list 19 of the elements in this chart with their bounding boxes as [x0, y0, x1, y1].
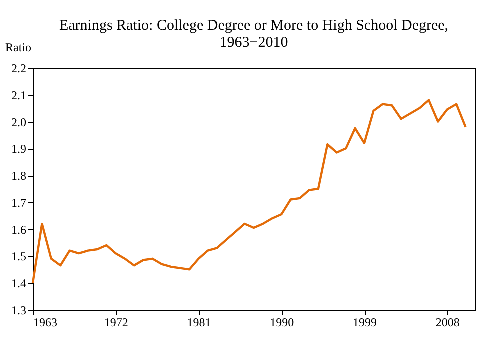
y-tick-label: 1.8	[12, 169, 26, 184]
chart-title: Earnings Ratio: College Degree or More to High School Degree, 1963−2010	[59, 18, 449, 51]
y-tick-label: 2.1	[12, 88, 26, 102]
line-series	[32, 99, 467, 284]
y-tick-label: 2.2	[12, 62, 26, 76]
x-tick-label: 2008	[436, 316, 460, 330]
x-tick-label: 1963	[34, 316, 58, 330]
x-tick-label: 1981	[187, 316, 212, 330]
y-tick-label: 1.3	[12, 304, 26, 318]
x-tick-label: 1999	[353, 316, 377, 330]
y-tick-label: 1.6	[12, 222, 26, 237]
y-tick-label: 1.9	[12, 142, 26, 156]
y-tick-label: 1.7	[12, 196, 26, 210]
x-tick-label: 1990	[270, 316, 294, 330]
x-tick-label: 1972	[104, 316, 128, 330]
y-axis-title: Ratio	[6, 40, 32, 54]
y-tick-label: 1.5	[12, 250, 26, 264]
y-tick-label: 2.0	[12, 115, 26, 130]
y-tick-label: 1.4	[12, 276, 26, 291]
